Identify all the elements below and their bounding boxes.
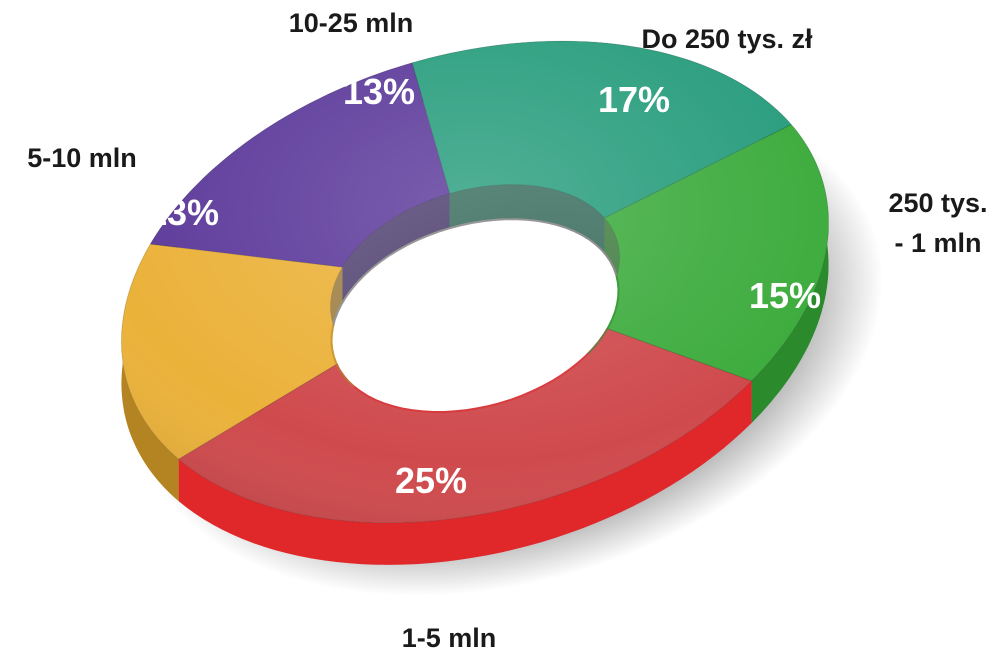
slice-side-1: [751, 124, 829, 423]
ring-shading: [121, 41, 829, 523]
slice-value-label-2: 25%: [395, 460, 467, 501]
category-label-0: Do 250 tys. zł: [641, 24, 813, 54]
slice-inner-wall-4: [342, 193, 450, 301]
slice-value-label-4: 13%: [343, 71, 415, 112]
slice-side-2: [178, 381, 752, 565]
category-label-3: 5-10 mln: [27, 143, 137, 173]
category-label-1-line-0: 250 tys.: [888, 188, 987, 218]
slice-value-label-1: 15%: [749, 275, 821, 316]
category-label-2: 1-5 mln: [402, 623, 497, 653]
donut-hole: [332, 220, 618, 411]
slice-inner-wall-0: [449, 184, 605, 252]
slice-value-label-0: 17%: [598, 79, 670, 120]
category-label-4: 10-25 mln: [289, 8, 414, 38]
slice-value-label-3: 13%: [147, 192, 219, 233]
category-label-1-line-1: - 1 mln: [894, 228, 981, 258]
